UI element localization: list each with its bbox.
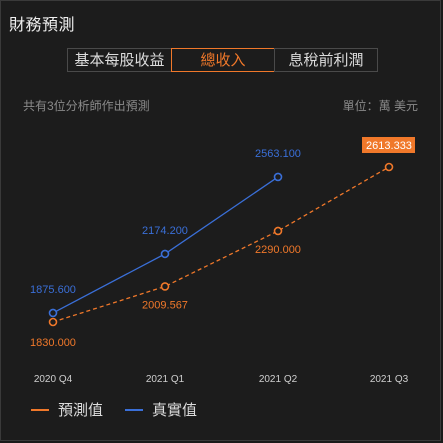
- forecast-data-label: 2009.567: [142, 299, 188, 311]
- actual-data-label: 1875.600: [30, 284, 76, 296]
- actual-data-label: 2174.200: [142, 225, 188, 237]
- x-tick-label: 2021 Q3: [370, 374, 409, 385]
- forecast-point: [160, 282, 170, 291]
- tab-ebit[interactable]: 息稅前利潤: [274, 48, 378, 72]
- unit-label: 單位：萬 美元: [342, 99, 418, 113]
- x-tick-label: 2021 Q1: [146, 374, 185, 385]
- analyst-count-note: 共有3位分析師作出預測: [23, 99, 150, 113]
- forecast-swatch: [31, 408, 49, 411]
- legend-actual[interactable]: 真實值: [125, 399, 197, 420]
- panel-title: 財務預測: [9, 17, 76, 34]
- actual-point: [273, 172, 283, 182]
- forecast-point: [48, 317, 58, 327]
- actual-series-line: [52, 176, 279, 314]
- forecast-series-line: [52, 166, 390, 323]
- x-tick-label: 2020 Q4: [34, 374, 73, 385]
- actual-point: [160, 249, 170, 259]
- forecast-data-label: 2613.333: [366, 140, 412, 152]
- actual-point: [48, 308, 58, 318]
- highlighted-value-badge: [362, 137, 415, 153]
- forecast-point: [384, 162, 394, 172]
- forecast-data-label: 2290.000: [255, 244, 301, 256]
- forecast-point: [273, 226, 283, 236]
- legend-forecast-label: 預測值: [58, 402, 104, 419]
- forecast-data-label: 1830.000: [30, 337, 76, 349]
- metric-tabs: 基本每股收益 總收入 息稅前利潤: [67, 48, 378, 72]
- x-tick-label: 2021 Q2: [259, 374, 298, 385]
- legend-actual-label: 真實值: [152, 402, 198, 419]
- actual-swatch: [125, 408, 144, 411]
- chart-legend: 預測值 真實值: [31, 399, 219, 420]
- legend-forecast[interactable]: 預測值: [31, 399, 103, 420]
- actual-data-label: 2563.100: [255, 148, 301, 160]
